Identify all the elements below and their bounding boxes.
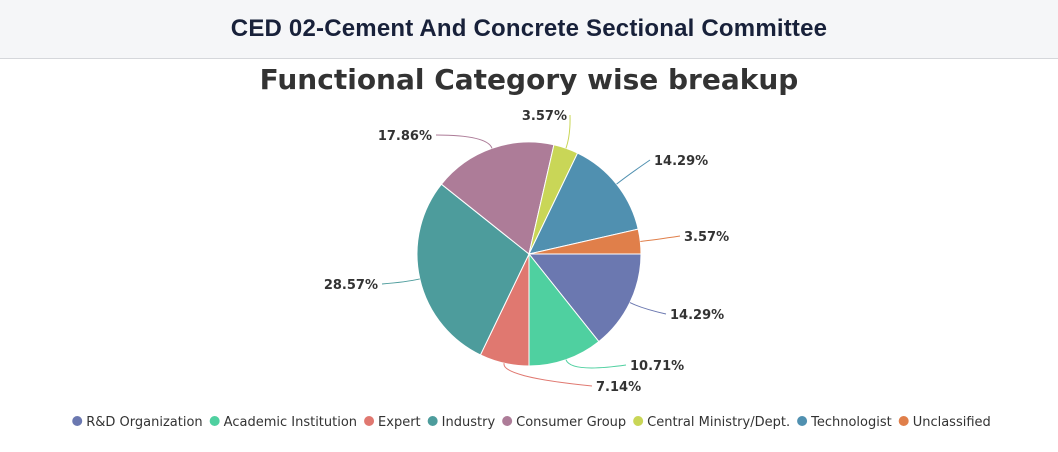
legend-item-expert[interactable]: Expert xyxy=(364,415,421,430)
legend-marker-central-ministry-dept xyxy=(633,416,644,426)
data-label-consumer-group: 17.86% xyxy=(378,129,432,144)
legend-item-central-ministry-dept[interactable]: Central Ministry/Dept. xyxy=(633,415,790,430)
connector-expert xyxy=(503,363,593,387)
label-connectors xyxy=(381,114,681,387)
page-header: CED 02-Cement And Concrete Sectional Com… xyxy=(0,0,1058,59)
pie-slice-industry[interactable] xyxy=(416,183,530,356)
pie-slice-academic-institution[interactable] xyxy=(528,252,600,367)
legend-marker-academic-institution xyxy=(209,416,220,426)
connector-technologist xyxy=(616,159,651,185)
pie-slice-unclassified[interactable] xyxy=(528,228,642,255)
legend-label-unclassified: Unclassified xyxy=(913,415,991,430)
committee-title: CED 02-Cement And Concrete Sectional Com… xyxy=(230,15,828,42)
data-label-expert: 7.14% xyxy=(596,380,641,395)
legend-label-r-d-organization: R&D Organization xyxy=(86,415,202,430)
legend-item-r-d-organization[interactable]: R&D Organization xyxy=(72,415,203,430)
chart-title: Functional Category wise breakup xyxy=(260,63,799,96)
connector-central-ministry-dept xyxy=(565,114,571,149)
legend-marker-consumer-group xyxy=(502,416,513,426)
data-label-central-ministry-dept: 3.57% xyxy=(522,109,567,124)
data-label-industry: 28.57% xyxy=(324,278,378,293)
data-label-unclassified: 3.57% xyxy=(684,230,729,245)
connector-unclassified xyxy=(640,235,681,242)
legend-item-technologist[interactable]: Technologist xyxy=(797,415,892,430)
legend-marker-industry xyxy=(427,416,438,426)
legend-label-consumer-group: Consumer Group xyxy=(516,415,626,430)
legend-label-academic-institution: Academic Institution xyxy=(224,415,357,430)
legend-label-industry: Industry xyxy=(442,415,496,430)
legend-item-industry[interactable]: Industry xyxy=(427,415,496,430)
data-labels: 14.29% 10.71% 7.14% 28.57% 17.86% 3.57% 14.29%… xyxy=(324,109,729,395)
legend-label-central-ministry-dept: Central Ministry/Dept. xyxy=(647,415,790,430)
data-label-r-d-organization: 14.29% xyxy=(670,308,724,323)
pie-slice-consumer-group[interactable] xyxy=(440,141,555,255)
pie-slice-r-d-organization[interactable] xyxy=(527,253,642,343)
legend-marker-r-d-organization xyxy=(72,416,83,426)
legend-marker-expert xyxy=(364,416,375,426)
pie-slices xyxy=(416,141,642,367)
connector-industry xyxy=(381,278,420,285)
pie-chart-container: Functional Category wise breakup 14.29% 1… xyxy=(0,59,1058,452)
connector-academic-institution xyxy=(565,359,627,369)
data-label-academic-institution: 10.71% xyxy=(630,359,684,374)
legend-label-expert: Expert xyxy=(378,415,421,430)
legend-label-technologist: Technologist xyxy=(810,415,892,430)
pie-chart: Functional Category wise breakup 14.29%1… xyxy=(72,63,991,430)
data-label-technologist: 14.29% xyxy=(654,154,708,169)
legend-item-unclassified[interactable]: Unclassified xyxy=(898,415,991,430)
legend-item-consumer-group[interactable]: Consumer Group xyxy=(502,415,626,430)
connector-r-d-organization xyxy=(629,302,667,315)
connector-consumer-group xyxy=(435,134,493,149)
legend-item-academic-institution[interactable]: Academic Institution xyxy=(209,415,357,430)
pie-slice-technologist[interactable] xyxy=(528,152,639,255)
legend: R&D Organization Academic Institution Expe… xyxy=(72,415,991,430)
legend-marker-unclassified xyxy=(898,416,909,426)
legend-marker-technologist xyxy=(797,416,808,426)
